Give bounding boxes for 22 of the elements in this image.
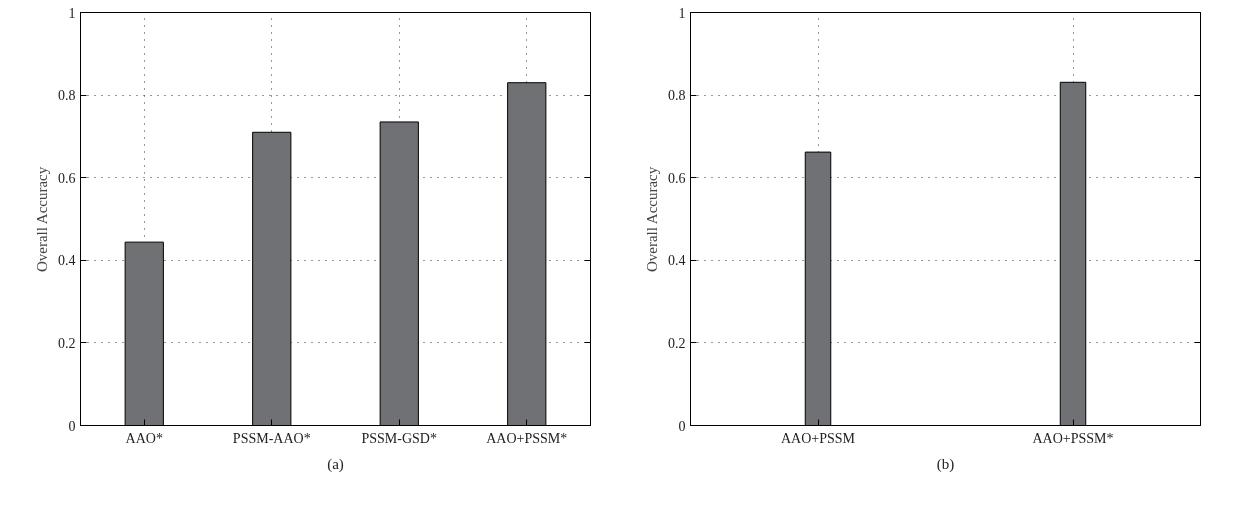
x-tick-label: AAO+PSSM: [780, 430, 856, 446]
x-tick-label: PSSM-GSD*: [361, 430, 437, 446]
y-tick-label: 0.4: [58, 253, 76, 269]
y-tick-label: 0.6: [58, 170, 76, 186]
y-tick-label: 0.6: [668, 170, 686, 186]
y-tick-label: 0.2: [668, 335, 686, 351]
y-axis-title: Overall Accuracy: [644, 166, 660, 273]
x-tick-label: PSSM-AAO*: [232, 430, 311, 446]
y-axis-title: Overall Accuracy: [34, 166, 50, 273]
y-tick-label: 0.8: [668, 88, 686, 104]
text: (a): [327, 455, 344, 473]
y-tick-label: 0: [68, 418, 76, 434]
y-tick-label: 0.4: [668, 253, 686, 269]
y-tick-label: 1: [678, 5, 686, 21]
y-tick-label: 0: [678, 418, 686, 434]
text: (b): [936, 455, 955, 473]
y-tick-label: 0.2: [58, 335, 76, 351]
x-tick-label: AAO*: [125, 430, 163, 446]
x-tick-label: AAO+PSSM*: [486, 430, 568, 446]
x-tick-label: AAO+PSSM*: [1032, 430, 1114, 446]
y-tick-label: 1: [68, 5, 76, 21]
y-tick-label: 0.8: [58, 88, 76, 104]
